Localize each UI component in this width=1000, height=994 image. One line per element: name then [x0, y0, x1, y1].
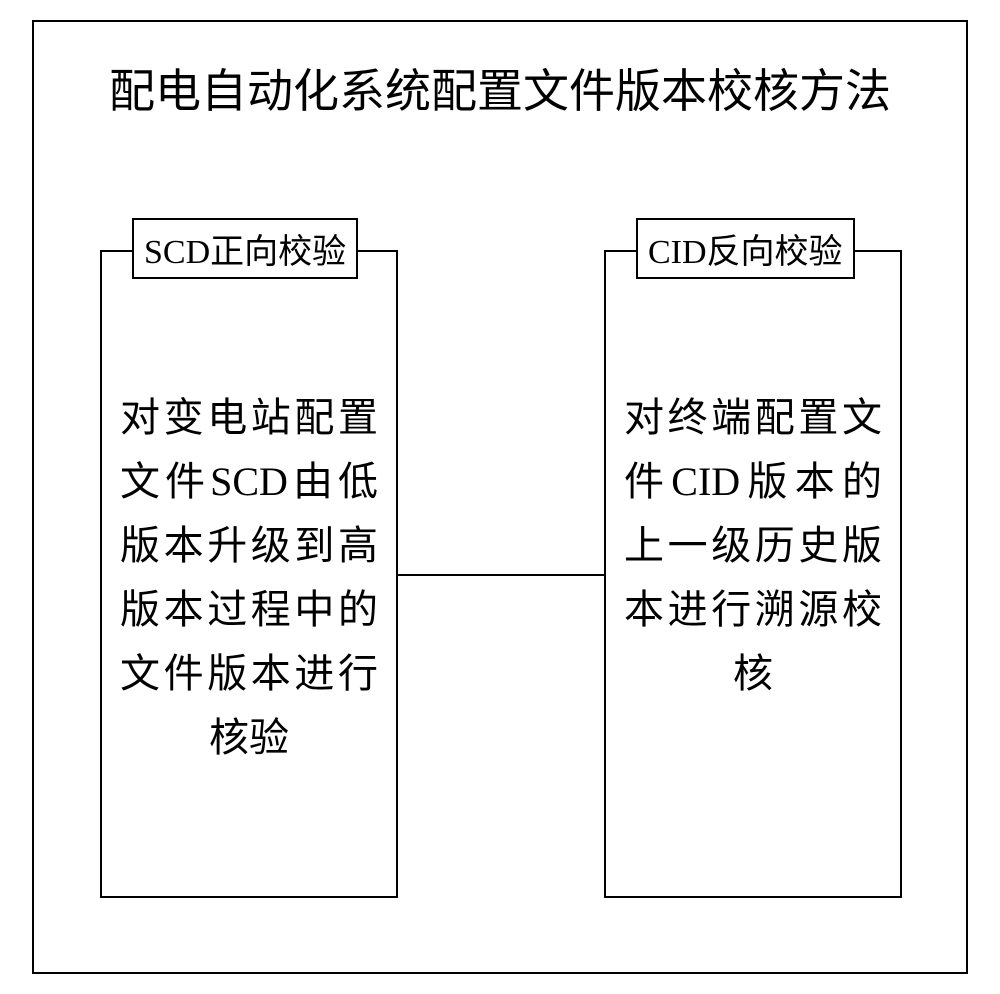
right-node-content: 对终端配置文件CID版本的上一级历史版本进行溯源校核 [624, 386, 882, 706]
diagram-frame: 配电自动化系统配置文件版本校核方法 SCD正向校验 对变电站配置文件SCD由低版… [32, 20, 968, 974]
left-node: SCD正向校验 对变电站配置文件SCD由低版本升级到高版本过程中的文件版本进行核… [100, 250, 398, 898]
diagram-title: 配电自动化系统配置文件版本校核方法 [34, 62, 966, 122]
left-node-label: SCD正向校验 [132, 218, 358, 279]
right-node-label: CID反向校验 [636, 218, 855, 279]
connector-line [398, 574, 604, 576]
left-node-content: 对变电站配置文件SCD由低版本升级到高版本过程中的文件版本进行核验 [120, 386, 378, 770]
right-node: CID反向校验 对终端配置文件CID版本的上一级历史版本进行溯源校核 [604, 250, 902, 898]
